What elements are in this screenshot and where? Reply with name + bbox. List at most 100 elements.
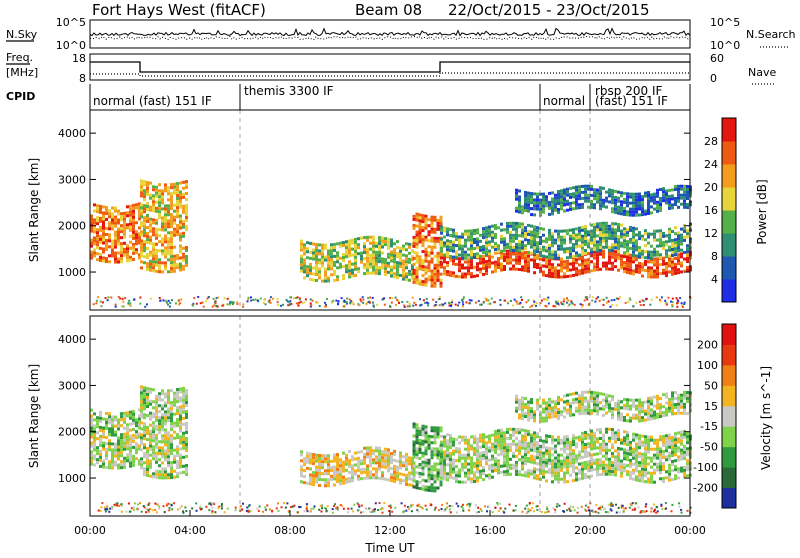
velocity-echo-cell	[680, 470, 683, 473]
velocity-echo-cell	[563, 439, 566, 442]
velocity-echo-cell	[584, 446, 587, 449]
power-echo-cell	[179, 257, 182, 260]
power-echo-cell	[458, 266, 461, 269]
power-echo-cell	[605, 243, 608, 246]
velocity-echo-cell	[449, 437, 452, 440]
power-echo-cell	[102, 218, 105, 221]
velocity-echo-cell	[170, 425, 173, 428]
power-echo-cell	[164, 240, 167, 243]
power-echo-cell	[473, 275, 476, 278]
velocity-echo-cell	[617, 456, 620, 459]
power-echo-cell	[539, 267, 542, 270]
power-echo-cell	[164, 246, 167, 249]
power-echo-cell	[500, 263, 503, 266]
power-echo-cell	[327, 253, 330, 256]
velocity-echo-cell	[506, 455, 509, 458]
velocity-echo-cell	[569, 459, 572, 462]
power-echo-cell	[638, 268, 641, 271]
velocity-echo-cell	[351, 476, 354, 479]
power-echo-cell	[623, 239, 626, 242]
velocity-echo-cell	[659, 453, 662, 456]
power-echo-cell	[405, 272, 408, 275]
power-echo-cell	[155, 252, 158, 255]
power-echo-cell	[611, 268, 614, 271]
power-echo-cell	[132, 258, 135, 261]
velocity-echo-cell	[620, 463, 623, 466]
power-echo-cell	[554, 209, 557, 212]
power-echo-cell	[548, 235, 551, 238]
power-ground-cell	[528, 299, 530, 301]
velocity-echo-cell	[381, 450, 384, 453]
velocity-echo-cell	[164, 404, 167, 407]
power-echo-cell	[378, 242, 381, 245]
velocity-echo-cell	[393, 474, 396, 477]
velocity-echo-cell	[419, 463, 422, 466]
velocity-echo-cell	[179, 430, 182, 433]
power-echo-cell	[575, 242, 578, 245]
power-echo-cell	[662, 193, 665, 196]
power-echo-cell	[393, 275, 396, 278]
power-echo-cell	[425, 257, 428, 260]
velocity-echo-cell	[167, 419, 170, 422]
velocity-echo-cell	[378, 447, 381, 450]
power-echo-cell	[533, 240, 536, 243]
power-echo-cell	[584, 249, 587, 252]
velocity-echo-cell	[114, 452, 117, 455]
velocity-echo-cell	[99, 441, 102, 444]
velocity-echo-cell	[461, 463, 464, 466]
velocity-echo-cell	[677, 437, 680, 440]
velocity-echo-cell	[494, 463, 497, 466]
power-echo-cell	[458, 260, 461, 263]
velocity-echo-cell	[584, 449, 587, 452]
velocity-echo-cell	[146, 453, 149, 456]
power-echo-cell	[342, 244, 345, 247]
power-echo-cell	[533, 198, 536, 201]
velocity-echo-cell	[158, 422, 161, 425]
power-echo-cell	[164, 264, 167, 267]
power-echo-cell	[155, 222, 158, 225]
velocity-echo-cell	[327, 484, 330, 487]
velocity-echo-cell	[324, 478, 327, 481]
velocity-echo-cell	[518, 443, 521, 446]
power-echo-cell	[135, 239, 138, 242]
power-echo-cell	[324, 256, 327, 259]
power-echo-cell	[602, 265, 605, 268]
velocity-echo-cell	[345, 463, 348, 466]
power-echo-cell	[596, 222, 599, 225]
power-echo-cell	[548, 204, 551, 207]
velocity-echo-cell	[173, 437, 176, 440]
power-echo-cell	[378, 272, 381, 275]
velocity-echo-cell	[479, 455, 482, 458]
power-echo-cell	[120, 224, 123, 227]
power-echo-cell	[428, 230, 431, 233]
power-echo-cell	[306, 250, 309, 253]
velocity-echo-cell	[638, 461, 641, 464]
power-echo-cell	[167, 186, 170, 189]
power-echo-cell	[500, 254, 503, 257]
power-ground-cell	[248, 297, 250, 299]
velocity-echo-cell	[434, 477, 437, 480]
power-echo-region-6	[515, 185, 692, 217]
power-echo-cell	[176, 254, 179, 257]
velocity-echo-cell	[342, 461, 345, 464]
velocity-echo-cell	[363, 471, 366, 474]
velocity-echo-cell	[143, 431, 146, 434]
velocity-echo-cell	[318, 469, 321, 472]
velocity-echo-cell	[102, 436, 105, 439]
power-echo-cell	[143, 255, 146, 258]
power-echo-cell	[117, 243, 120, 246]
power-echo-cell	[668, 198, 671, 201]
velocity-echo-cell	[185, 431, 188, 434]
velocity-echo-cell	[560, 469, 563, 472]
velocity-echo-cell	[428, 468, 431, 471]
power-echo-cell	[626, 252, 629, 255]
velocity-echo-cell	[324, 460, 327, 463]
velocity-echo-cell	[99, 438, 102, 441]
power-echo-cell	[500, 229, 503, 232]
power-echo-cell	[521, 205, 524, 208]
power-echo-cell	[161, 270, 164, 273]
velocity-echo-cell	[120, 436, 123, 439]
velocity-echo-cell	[491, 443, 494, 446]
power-echo-cell	[521, 265, 524, 268]
velocity-echo-cell	[155, 443, 158, 446]
